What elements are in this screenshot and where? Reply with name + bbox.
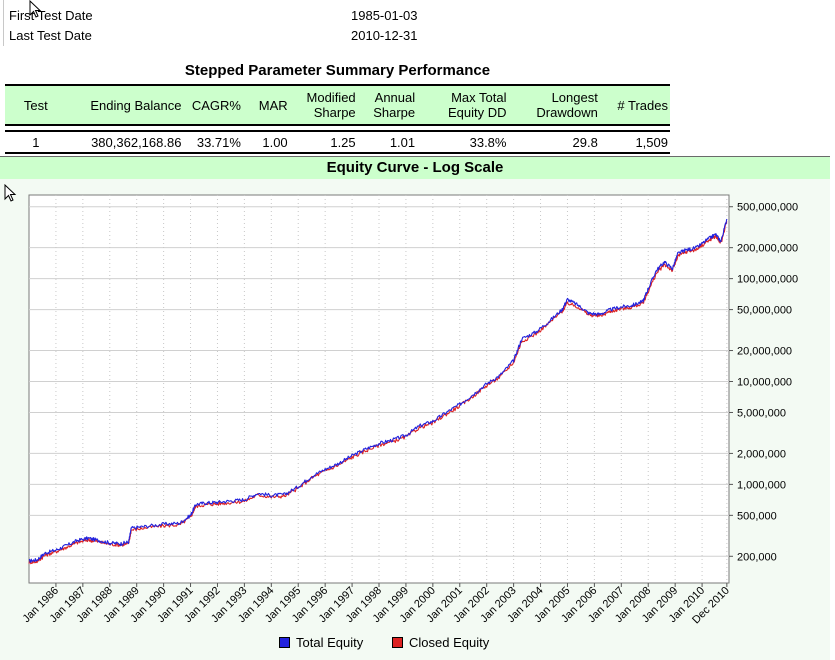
col-modified-sharpe: Modified Sharpe [289,84,358,126]
col-longest-drawdown: Longest Drawdown [508,84,600,126]
y-tick-label: 100,000,000 [737,274,798,286]
series-line-total-equity [28,218,728,563]
mouse-cursor-icon-2 [4,184,17,202]
col-ending-balance: Ending Balance [66,84,184,126]
col-annual-sharpe: Annual Sharpe [357,84,418,126]
cell-annual-sharpe: 1.01 [357,130,418,154]
cell-trades: 1,509 [599,130,670,154]
y-tick-label: 2,000,000 [737,448,786,460]
col-mar: MAR [242,84,290,126]
y-tick-label: 200,000,000 [737,243,798,255]
series-group [28,218,728,565]
mouse-cursor-icon [29,0,42,18]
legend-label-closed: Closed Equity [409,635,490,650]
y-tick-label: 50,000,000 [737,305,792,317]
y-tick-label: 200,000 [737,551,777,563]
cell-cagr: 33.71% [183,130,243,154]
col-trades: # Trades [599,84,670,126]
y-tick-label: 20,000,000 [737,346,792,358]
col-test: Test [5,84,67,126]
info-row-last: Last Test Date 2010-12-31 [0,26,450,46]
grid-lines [29,195,729,583]
col-max-equity-dd: Max Total Equity DD [417,84,509,126]
col-cagr: CAGR% [183,84,243,126]
last-test-date-label: Last Test Date [9,28,92,43]
first-test-date-value: 1985-01-03 [351,8,418,23]
table-row: 1 380,362,168.86 33.71% 1.00 1.25 1.01 3… [5,130,670,154]
y-tick-label: 500,000 [737,510,777,522]
cell-modified-sharpe: 1.25 [289,130,358,154]
legend-closed-equity: Closed Equity [392,635,489,650]
last-test-date-value: 2010-12-31 [351,28,418,43]
cell-test: 1 [5,130,67,154]
y-tick-label: 5,000,000 [737,407,786,419]
summary-header-row: Test Ending Balance CAGR% MAR Modified Sh… [5,84,670,126]
y-axis: 200,000 500,000 1,000,000 2,000,000 5,000,00… [729,202,798,563]
summary-table: Test Ending Balance CAGR% MAR Modified Sh… [5,84,670,154]
legend-total-equity: Total Equity [279,635,363,650]
legend-label-total: Total Equity [296,635,364,650]
info-divider [3,0,4,46]
summary-title: Stepped Parameter Summary Performance [184,62,491,79]
y-tick-label: 500,000,000 [737,202,798,214]
cell-max-equity-dd: 33.8% [417,130,509,154]
y-tick-label: 1,000,000 [737,479,786,491]
cell-longest-drawdown: 29.8 [508,130,600,154]
legend-swatch-closed [392,637,403,648]
y-tick-label: 10,000,000 [737,377,792,389]
cell-mar: 1.00 [242,130,290,154]
legend-swatch-total [279,637,290,648]
cell-ending-balance: 380,362,168.86 [66,130,184,154]
plot-area [28,194,730,584]
